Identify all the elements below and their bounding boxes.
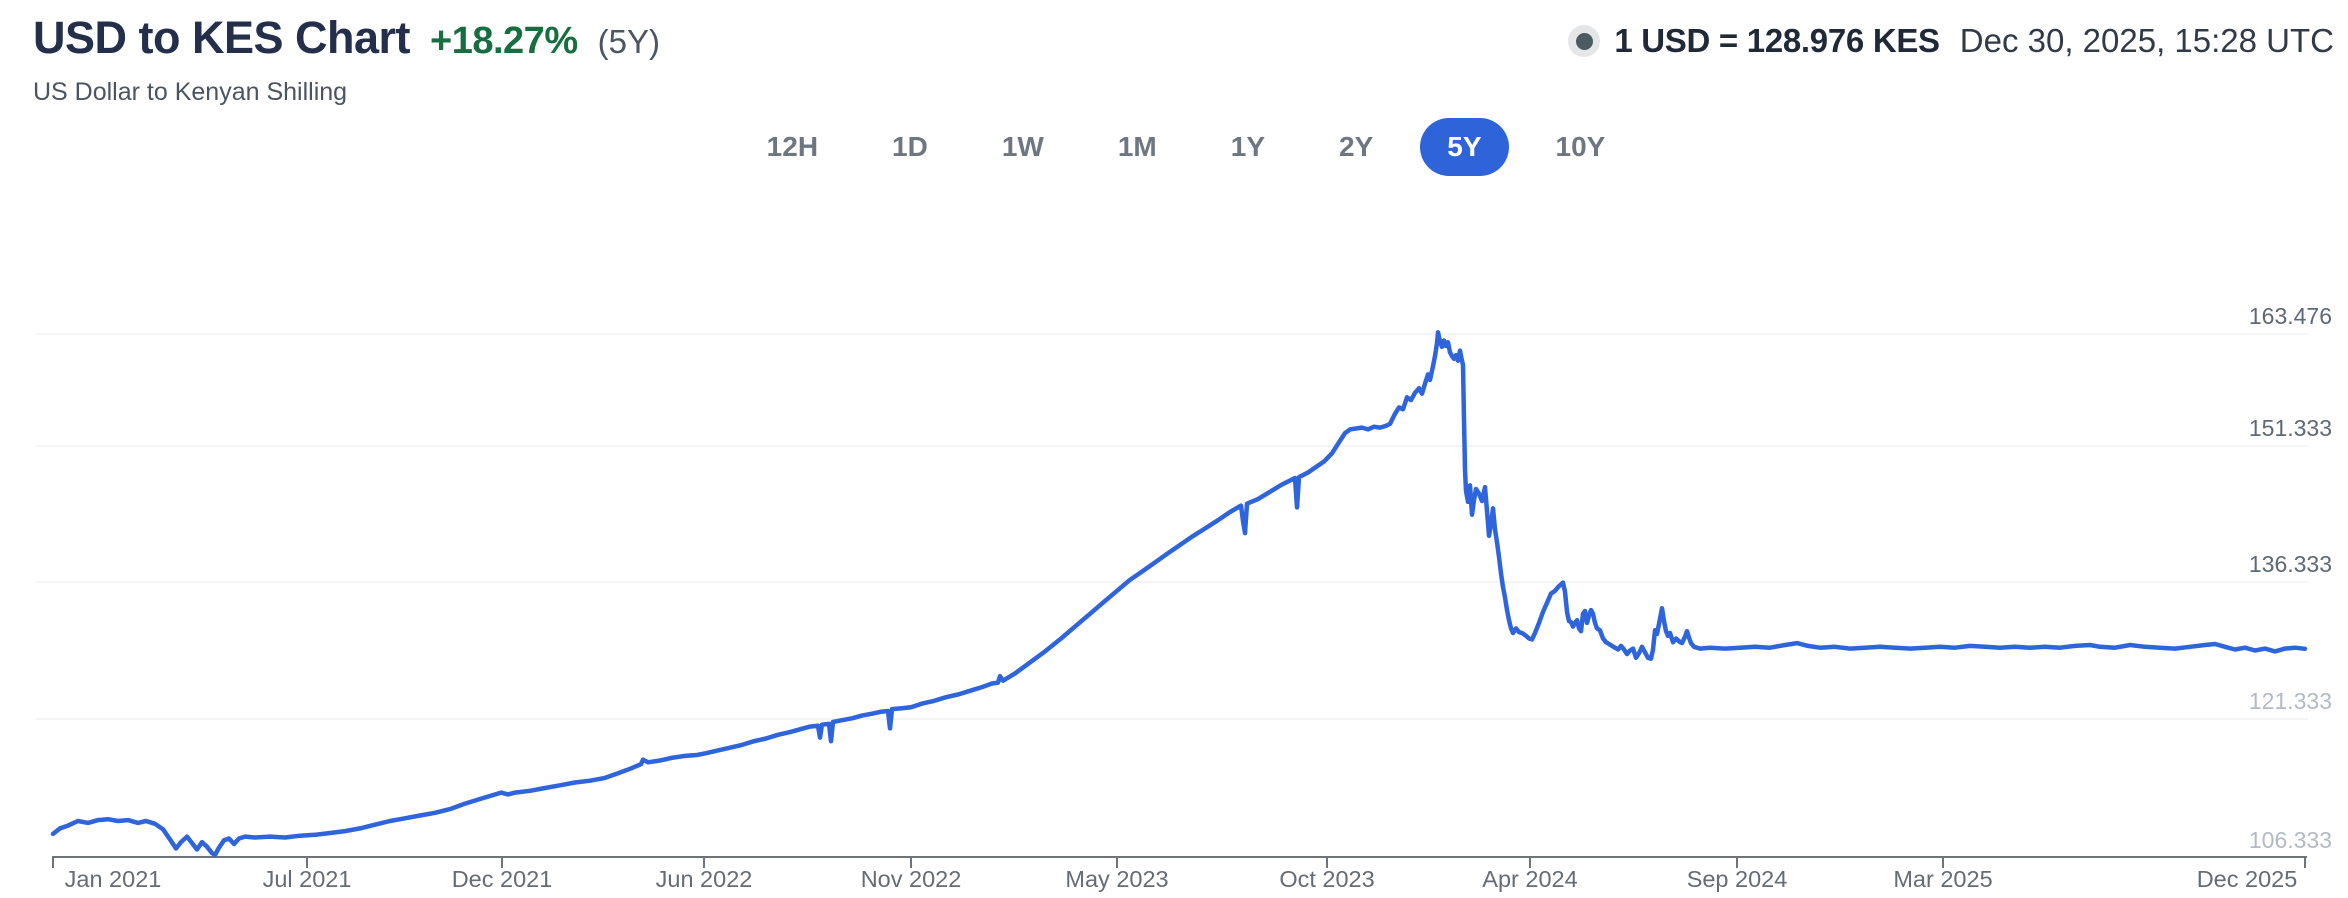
x-axis-label: Mar 2025 (1893, 866, 1993, 892)
gridline (36, 718, 2308, 720)
range-button-1y[interactable]: 1Y (1230, 131, 1265, 162)
chart-header: USD to KES Chart +18.27% (5Y) US Dollar … (33, 12, 660, 107)
y-axis-label: 121.333 (2248, 688, 2332, 714)
live-rate-value: 1 USD = 128.976 KES (1614, 22, 1940, 59)
page-title: USD to KES Chart (33, 12, 411, 63)
x-axis-label: Jun 2022 (655, 866, 753, 892)
gridline (36, 333, 2308, 335)
y-axis-label: 106.333 (2248, 827, 2332, 853)
y-axis-label: 151.333 (2248, 415, 2332, 441)
x-axis-tick (52, 856, 54, 868)
change-percent: +18.27% (430, 20, 578, 62)
x-axis-label: Jan 2021 (64, 866, 162, 892)
x-axis-label: Nov 2022 (860, 866, 962, 892)
x-axis-tick (910, 856, 912, 868)
x-axis-tick (1326, 856, 1328, 868)
y-axis-label: 136.333 (2248, 551, 2332, 577)
range-button-1w[interactable]: 1W (1001, 131, 1044, 162)
range-button-10y[interactable]: 10Y (1555, 131, 1606, 162)
x-axis-label: Apr 2024 (1482, 866, 1578, 892)
live-indicator-icon (1568, 25, 1601, 57)
x-axis-label: May 2023 (1065, 866, 1169, 892)
x-axis-tick (1736, 856, 1738, 868)
x-axis-tick (306, 856, 308, 868)
x-axis-label: Sep 2024 (1686, 866, 1788, 892)
x-axis-label: Oct 2023 (1279, 866, 1375, 892)
gridline (36, 445, 2308, 447)
range-button-5y[interactable]: 5Y (1420, 118, 1509, 176)
x-axis-label: Jul 2021 (262, 866, 352, 892)
change-period-label: (5Y) (597, 23, 660, 60)
range-button-12h[interactable]: 12H (766, 131, 819, 162)
range-selector: 12H 1D 1W 1M 1Y 2Y 5Y 10Y (12, 118, 2348, 176)
chart-subtitle: US Dollar to Kenyan Shilling (33, 78, 348, 106)
x-axis-tick (1116, 856, 1118, 868)
range-button-2y[interactable]: 2Y (1339, 131, 1374, 162)
range-button-1d[interactable]: 1D (892, 131, 928, 162)
price-line (50, 330, 2308, 858)
rate-timestamp: Dec 30, 2025, 15:28 UTC (1959, 22, 2334, 59)
x-axis-tick (2304, 856, 2306, 868)
x-axis-line (53, 856, 2307, 858)
x-axis-tick (501, 856, 503, 868)
live-rate-block: 1 USD = 128.976 KES Dec 30, 2025, 15:28 … (1568, 22, 2334, 60)
x-axis-label: Dec 2021 (451, 866, 553, 892)
x-axis-tick (1942, 856, 1944, 868)
range-button-1m[interactable]: 1M (1117, 131, 1157, 162)
x-axis-tick (1529, 856, 1531, 868)
x-axis-tick (703, 856, 705, 868)
x-axis-label: Dec 2025 (2196, 866, 2298, 892)
y-axis-label: 163.476 (2248, 303, 2332, 329)
gridline (36, 581, 2308, 583)
